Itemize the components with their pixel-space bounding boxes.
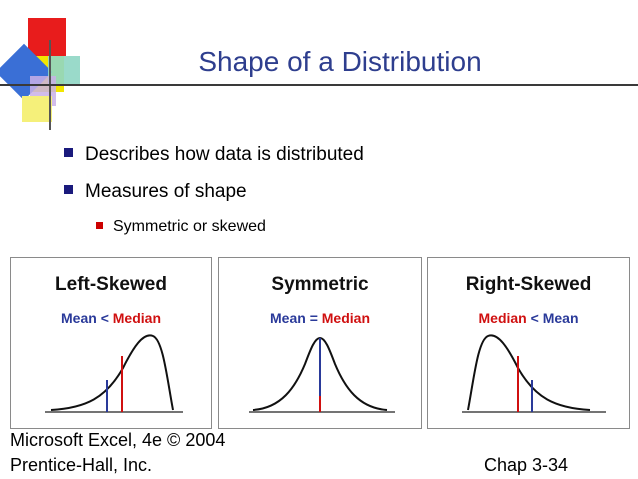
symmetric-panel: Symmetric Mean = Median xyxy=(218,257,422,429)
relation-operator: = xyxy=(309,310,318,326)
symmetric-curve xyxy=(249,336,395,413)
panel-title: Symmetric xyxy=(271,274,369,295)
footer-publisher: Prentice-Hall, Inc. xyxy=(10,455,153,475)
bullet-square-icon xyxy=(64,148,73,158)
left-skewed-curve xyxy=(45,334,183,413)
panel-title: Left-Skewed xyxy=(55,274,167,295)
bullet-describes: Describes how data is distributed xyxy=(64,144,364,166)
sub-bullet-text: Symmetric or skewed xyxy=(113,218,266,235)
decorative-squares-logo xyxy=(0,18,80,122)
median-label: Median xyxy=(321,310,370,326)
mean-label: Mean xyxy=(61,310,97,326)
slide-title: Shape of a Distribution xyxy=(198,46,482,77)
bullet-text: Describes how data is distributed xyxy=(85,144,364,165)
panel-title: Right-Skewed xyxy=(465,274,592,295)
mean-label: Mean xyxy=(542,310,579,326)
sub-bullet-symmetric: Symmetric or skewed xyxy=(96,218,266,236)
right-skewed-panel: Right-Skewed Median < Mean xyxy=(427,257,630,429)
mean-label: Mean xyxy=(270,310,306,326)
median-label: Median xyxy=(112,310,161,326)
bullet-square-icon xyxy=(64,185,73,195)
sub-bullet-square-icon xyxy=(96,221,103,229)
footer-book: Microsoft Excel, 4e © 2004 xyxy=(10,430,226,450)
panel-relation: Median < Mean xyxy=(428,310,629,326)
right-skewed-curve xyxy=(462,334,606,413)
median-label: Median xyxy=(478,310,527,326)
title-underline xyxy=(0,84,638,86)
bullet-measures: Measures of shape xyxy=(64,181,247,203)
relation-operator: < xyxy=(100,310,109,326)
panel-relation: Mean = Median xyxy=(219,310,421,326)
relation-operator: < xyxy=(530,310,539,326)
bullet-text: Measures of shape xyxy=(85,181,247,202)
slide-number: Chap 3-34 xyxy=(484,455,569,475)
panel-relation: Mean < Median xyxy=(11,310,211,326)
left-skewed-panel: Left-Skewed Mean < Median xyxy=(10,257,212,429)
